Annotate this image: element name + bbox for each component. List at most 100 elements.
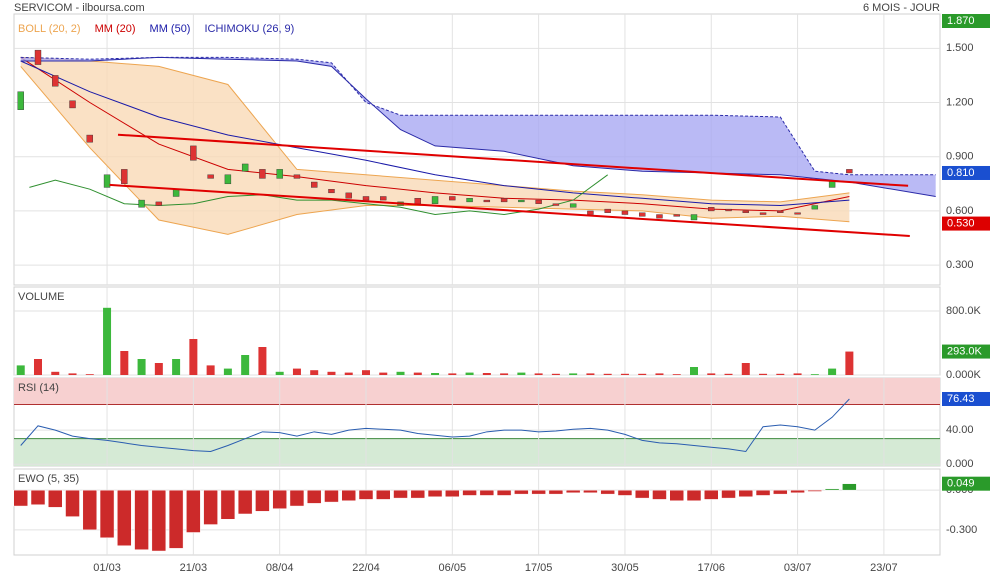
volume-bar [603,373,612,375]
candle [345,192,352,199]
volume-bar [120,351,129,375]
candle [34,49,42,65]
ewo-bar [652,489,667,500]
y-tick-label: 1.200 [946,96,974,108]
volume-bar [327,371,336,375]
volume-bar [344,372,353,375]
volume-bar [137,359,146,375]
candle [811,205,819,210]
span-a [20,56,936,176]
price-tag-label: 0.530 [947,217,975,229]
candle [449,196,456,201]
ewo-bar [151,489,167,552]
candle [414,198,421,204]
price-tag [942,14,990,28]
volume-bar [172,359,181,375]
candle [17,91,24,110]
candle [483,199,491,203]
candle [121,169,128,185]
ewo-bar [704,489,719,500]
x-tick-label: 22/04 [352,562,380,574]
volume-bar [551,373,560,375]
cloud-fill [20,57,936,197]
candle [241,163,249,172]
ewo-bar [634,489,650,499]
volume-bar [51,371,60,375]
x-tick-label: 03/07 [784,562,812,574]
ewo-bar [203,489,218,525]
volume-bar [793,373,802,375]
volume-bar [724,373,733,375]
volume-bar [292,368,301,375]
volume-bar [517,372,526,375]
legend-entry: MM (50) [150,23,191,35]
price-tag [942,476,990,491]
ewo-bar [600,489,615,495]
price-tag-label: 293.0K [947,345,983,357]
candle [569,203,577,208]
candle [293,174,301,179]
trendline [109,183,910,237]
price-tag-label: 1.870 [947,15,975,27]
ewo-bar [255,489,270,512]
candle [621,210,629,215]
y-tick-label: 0.000K [946,369,982,381]
candle [431,196,439,204]
candle [86,134,93,143]
ewo-bar [48,489,63,508]
candle [587,210,594,215]
ewo-bar [341,489,356,502]
band-upper [20,56,850,203]
ewo-bar [669,489,684,502]
volume-bar [68,373,77,375]
ewo-bar [824,488,840,491]
candle [725,208,732,212]
candle [224,174,232,185]
candle [276,169,283,179]
x-tick-label: 30/05 [611,562,639,574]
ewo-bar [721,489,736,499]
candle [155,201,163,206]
ewo-bar [617,489,633,496]
ewo-bar [65,489,80,517]
ewo-bar [445,489,460,498]
volume-bar [431,373,440,375]
volume-bar [396,371,405,375]
ewo-bar [755,489,771,496]
candle [690,214,698,221]
ewo-bar [565,489,581,494]
ewo-bar [531,489,546,495]
ewo-bar [548,489,564,495]
volume-bar [85,374,94,375]
span-b [20,56,936,197]
candle [518,199,525,203]
ewo-bar [186,489,201,533]
ewo-bar [686,489,702,502]
volume-bar [586,373,595,375]
candle [604,208,611,213]
ewo-bar [306,489,322,504]
candle [259,169,266,179]
x-tick-label: 17/06 [697,562,725,574]
x-tick-label: 01/03 [93,562,121,574]
volume-bar [672,374,681,375]
candle [794,212,801,215]
candle [172,189,180,197]
volume-bar [154,363,163,375]
candle [500,198,508,203]
candle [207,174,214,179]
volume-bar [828,368,837,375]
volume-bar [241,355,250,375]
ewo-bar [376,489,391,500]
y-tick-label: 0.600 [946,205,974,217]
ewo-bar [82,489,98,531]
candle [362,196,370,201]
ewo-bar [462,489,477,496]
page-title: SERVICOM - ilboursa.com [14,2,145,14]
volume-bar [413,372,422,375]
price-tag-label: 0.049 [947,478,975,490]
ewo-bar [30,489,46,505]
band-fill [20,57,850,235]
volume-bar [223,368,232,375]
